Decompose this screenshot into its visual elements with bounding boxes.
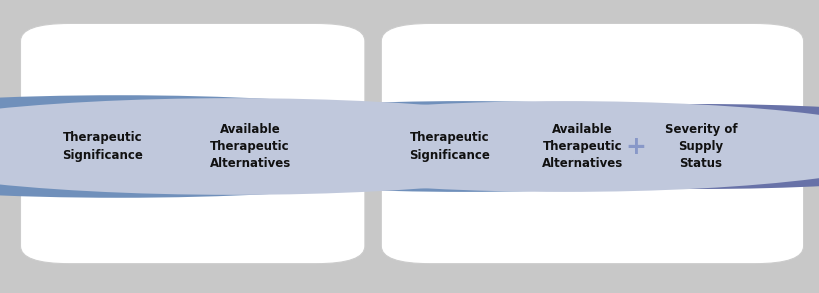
- Ellipse shape: [368, 104, 819, 189]
- Text: Therapeutic
Significance: Therapeutic Significance: [62, 132, 143, 161]
- Ellipse shape: [0, 95, 520, 198]
- FancyBboxPatch shape: [381, 23, 803, 264]
- FancyBboxPatch shape: [20, 23, 364, 264]
- Text: +: +: [624, 134, 645, 159]
- Ellipse shape: [208, 101, 819, 192]
- Text: Available
Therapeutic
Alternatives: Available Therapeutic Alternatives: [209, 123, 291, 170]
- Ellipse shape: [109, 101, 819, 192]
- Text: Severity of
Supply
Status: Severity of Supply Status: [664, 123, 736, 170]
- Text: Therapeutic
Significance: Therapeutic Significance: [409, 132, 489, 161]
- Ellipse shape: [0, 98, 612, 195]
- Text: Available
Therapeutic
Alternatives: Available Therapeutic Alternatives: [541, 123, 622, 170]
